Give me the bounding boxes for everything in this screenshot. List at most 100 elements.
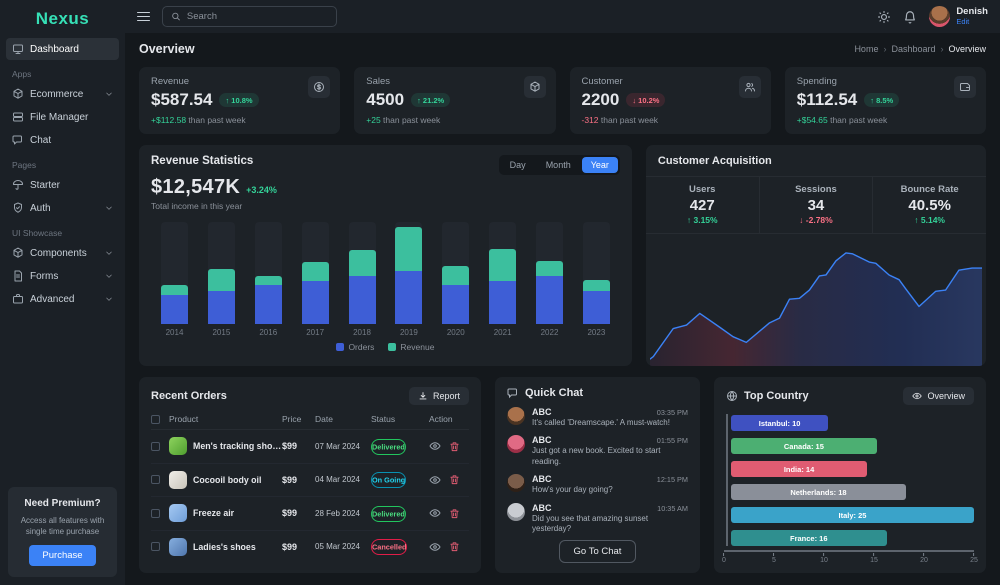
- x-axis-tick: 20: [920, 553, 928, 564]
- breadcrumb-item[interactable]: Overview: [948, 44, 986, 54]
- chat-sender-name: ABC: [532, 474, 552, 485]
- sidebar-item-label: Components: [30, 247, 87, 259]
- chat-avatar: [507, 407, 525, 425]
- premium-description: Access all features with single time pur…: [20, 515, 105, 536]
- sidebar-item-auth[interactable]: Auth: [6, 197, 119, 219]
- quick-chat-title: Quick Chat: [525, 387, 584, 399]
- sidebar-item-label: Starter: [30, 179, 61, 191]
- file-manager-icon: [13, 112, 23, 122]
- users-icon: [738, 76, 761, 98]
- bar-2022: [536, 222, 563, 324]
- stat-label: Sessions: [795, 184, 837, 195]
- eye-icon[interactable]: [429, 541, 441, 553]
- trash-icon[interactable]: [449, 474, 460, 485]
- stat-delta: ↑ 3.15%: [686, 215, 718, 225]
- premium-title: Need Premium?: [24, 497, 101, 509]
- stat-subtext: +25 than past week: [366, 115, 441, 125]
- eye-icon[interactable]: [429, 440, 441, 452]
- tab-year[interactable]: Year: [581, 157, 618, 173]
- chat-timestamp: 12:15 PM: [656, 475, 688, 485]
- page-title: Overview: [139, 42, 195, 56]
- sidebar-item-file-manager[interactable]: File Manager: [6, 106, 119, 128]
- row-checkbox[interactable]: [151, 508, 160, 518]
- chat-bubble-icon: [507, 388, 517, 399]
- revenue-bar-chart: [151, 222, 620, 324]
- nav-section-label: UI Showcase: [12, 228, 63, 238]
- stat-change-badge: ↑ 10.8%: [219, 93, 259, 107]
- stat-label: Customer: [581, 76, 623, 87]
- theme-toggle-sun-icon[interactable]: [877, 10, 891, 24]
- status-badge: Delivered: [371, 505, 406, 522]
- row-checkbox[interactable]: [151, 475, 160, 485]
- row-checkbox[interactable]: [151, 542, 160, 552]
- bar-2020: [442, 222, 470, 324]
- chat-message[interactable]: ABC 12:15 PM How's your day going?: [507, 474, 688, 495]
- product-image: [169, 470, 187, 489]
- bar-2019: [395, 222, 423, 324]
- chat-avatar: [507, 435, 525, 454]
- bar-2014: [161, 222, 188, 324]
- go-to-chat-button[interactable]: Go To Chat: [558, 540, 637, 563]
- x-axis-label: 2016: [259, 328, 278, 337]
- bar-2021: [489, 222, 517, 324]
- product-price: $99: [282, 541, 298, 552]
- sidebar-item-components[interactable]: Components: [6, 242, 119, 264]
- country-bar-india: India: 14: [731, 461, 868, 477]
- trash-icon[interactable]: [449, 508, 460, 519]
- select-all-checkbox[interactable]: [151, 414, 160, 424]
- search-input[interactable]: [186, 11, 328, 22]
- trash-icon[interactable]: [449, 541, 460, 552]
- report-button[interactable]: Report: [408, 387, 469, 405]
- revenue-statistics-title: Revenue Statistics: [151, 155, 254, 167]
- bell-icon[interactable]: [903, 10, 917, 24]
- tab-month[interactable]: Month: [545, 160, 571, 170]
- stat-cards-row: Revenue $587.54 ↑ 10.8% +$112.58 than past …: [139, 67, 986, 134]
- overview-button[interactable]: Overview: [903, 387, 974, 405]
- bar-2018: [348, 222, 376, 324]
- row-checkbox[interactable]: [151, 441, 160, 451]
- acquisition-stat-sessions: Sessions 34 ↓ -2.78%: [760, 177, 874, 233]
- stat-label: Sales: [366, 76, 391, 87]
- sidebar-item-starter[interactable]: Starter: [6, 174, 119, 196]
- sidebar-item-label: Advanced: [30, 293, 75, 305]
- breadcrumb-separator: ›: [883, 44, 887, 54]
- sidebar-item-ecommerce[interactable]: Ecommerce: [6, 83, 119, 105]
- sidebar-item-forms[interactable]: Forms: [6, 265, 119, 287]
- trash-icon[interactable]: [449, 441, 460, 452]
- top-country-bar-chart: Istanbul: 10 Canada: 15 India: 14 Netherlan…: [726, 414, 974, 546]
- revenue-bar-years: 2014 2015 2016 2017 2018 2019 2020 2021 2022 2023: [151, 324, 620, 337]
- breadcrumb-item[interactable]: Home: [854, 44, 879, 54]
- eye-icon[interactable]: [429, 507, 441, 519]
- stat-value: $587.54: [151, 90, 213, 109]
- eye-icon[interactable]: [429, 474, 441, 486]
- x-axis-label: 2014: [165, 328, 184, 337]
- product-price: $99: [282, 508, 298, 519]
- chat-message[interactable]: ABC 01:55 PM Just got a new book. Excited …: [507, 435, 688, 467]
- menu-icon[interactable]: [137, 9, 150, 24]
- chat-message[interactable]: ABC 03:35 PM It's called 'Dreamscape.' A m…: [507, 407, 688, 428]
- user-edit-link[interactable]: Edit: [956, 17, 970, 27]
- app-logo: Nexus: [35, 9, 90, 28]
- premium-card: Need Premium? Access all features with s…: [8, 486, 117, 577]
- sidebar-item-label: Dashboard: [30, 43, 79, 55]
- breadcrumb-item[interactable]: Dashboard: [891, 44, 936, 54]
- chat-message[interactable]: ABC 10:35 AM Did you see that amazing suns…: [507, 502, 688, 535]
- user-menu[interactable]: Denish Edit: [929, 6, 988, 27]
- country-bar-italy: Italy: 25: [731, 507, 974, 523]
- globe-icon: [727, 391, 737, 401]
- sidebar-item-advanced[interactable]: Advanced: [6, 288, 119, 310]
- chat-avatar: [507, 474, 525, 493]
- sidebar-item-chat[interactable]: Chat: [6, 129, 119, 151]
- purchase-button[interactable]: Purchase: [29, 545, 96, 566]
- chat-message-text: How's your day going?: [532, 485, 613, 495]
- x-axis-tick: 5: [772, 553, 776, 564]
- chevron-down-icon: [106, 92, 112, 96]
- advanced-icon: [13, 294, 23, 304]
- x-axis-tick: 15: [870, 553, 878, 564]
- recent-orders-title: Recent Orders: [151, 390, 227, 402]
- stat-value: 427: [689, 197, 715, 214]
- chat-sender-name: ABC: [532, 435, 552, 446]
- sidebar-item-dashboard[interactable]: Dashboard: [6, 38, 119, 60]
- tab-day[interactable]: Day: [509, 160, 526, 170]
- stat-label: Spending: [796, 76, 837, 87]
